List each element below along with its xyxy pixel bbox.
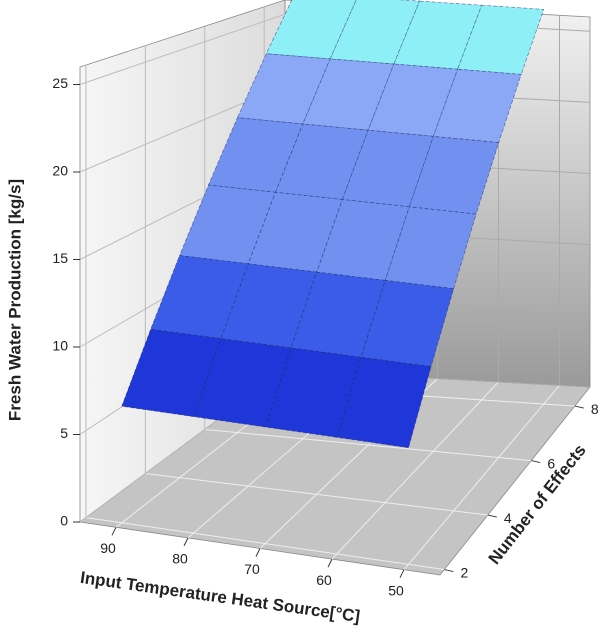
z-axis-label: Fresh Water Production [kg/s]: [5, 179, 24, 421]
surface-cell: [193, 338, 292, 428]
floor-grid-line: [85, 517, 445, 571]
x-tick-mark: [255, 548, 261, 557]
z-tick-label: 25: [52, 75, 68, 91]
x-tick-label: 70: [244, 561, 260, 577]
y-tick-mark: [487, 514, 497, 518]
surface-cell: [150, 255, 249, 339]
floor-grid-line: [403, 384, 560, 571]
surface-cell: [264, 347, 362, 438]
x-tick-label: 80: [172, 551, 188, 567]
z-tick-label: 15: [52, 250, 68, 266]
floor-grid-line: [204, 428, 532, 462]
x-tick-mark: [183, 537, 189, 547]
z-tick-label: 10: [52, 338, 68, 354]
x-tick-mark: [327, 558, 333, 568]
y-tick-label: 4: [504, 510, 512, 526]
surface-cell: [121, 328, 222, 417]
y-tick-label: 8: [591, 401, 599, 417]
z-tick-label: 5: [60, 425, 68, 441]
x-tick-mark: [399, 569, 405, 578]
left-grid-line: [79, 13, 286, 85]
z-tick-label: 20: [52, 163, 68, 179]
y-tick-label: 6: [547, 455, 555, 471]
y-tick-mark: [574, 405, 584, 409]
surface-cell: [207, 117, 304, 193]
x-tick-label: 90: [100, 540, 116, 556]
floor-grid-line: [145, 473, 488, 516]
y-tick-label: 2: [460, 564, 468, 580]
x-tick-label: 50: [388, 582, 404, 598]
surface: [121, 0, 545, 449]
x-tick-mark: [111, 527, 117, 536]
y-tick-mark: [531, 460, 541, 464]
z-tick-label: 0: [60, 513, 68, 529]
x-tick-label: 60: [316, 572, 332, 588]
surface-cell: [179, 184, 276, 265]
floor-grid-line: [331, 381, 499, 560]
y-tick-mark: [444, 569, 454, 573]
